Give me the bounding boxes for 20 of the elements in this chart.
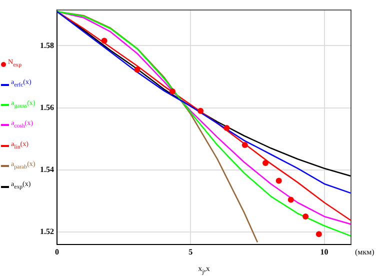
y-tick-label: 1.54 [40,164,54,174]
x-axis-title: x$_{j}$,x [198,264,210,276]
x-tick-label: 5 [188,247,193,256]
text: (мкм) [355,247,375,256]
x-tick-label: 10 [320,247,328,256]
point [134,66,140,73]
point [316,231,322,238]
y-tick-label: 1.52 [40,227,54,236]
y-tick-label: 1.56 [40,102,54,112]
point [262,160,268,166]
y-tick-label: 1.58 [40,40,54,50]
point [276,178,282,184]
point [288,196,294,203]
point [302,213,309,220]
point [224,124,230,131]
point [242,142,248,148]
point [101,38,108,44]
point [198,108,204,114]
point [169,88,176,94]
x-tick-label: 0 [55,247,59,256]
